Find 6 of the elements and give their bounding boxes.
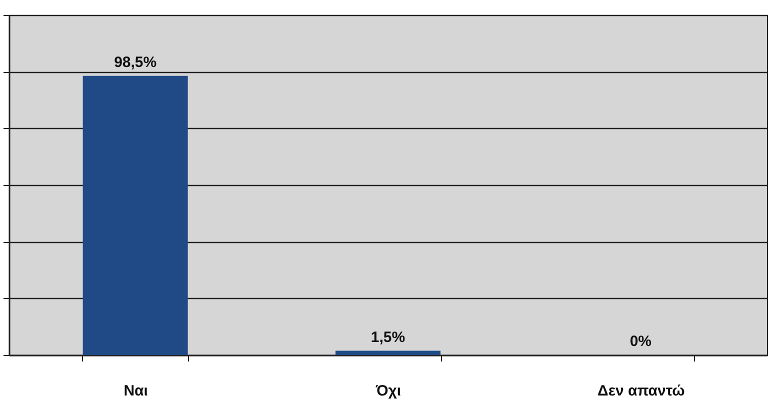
x-tick-label: Δεν απαντώ <box>598 382 686 400</box>
data-label: 1,5% <box>370 328 406 346</box>
data-label: 0% <box>630 333 652 350</box>
x-tick-label: Όχι <box>374 382 402 400</box>
x-tick-label: Ναι <box>124 382 148 400</box>
data-label: 98,5% <box>114 54 157 71</box>
